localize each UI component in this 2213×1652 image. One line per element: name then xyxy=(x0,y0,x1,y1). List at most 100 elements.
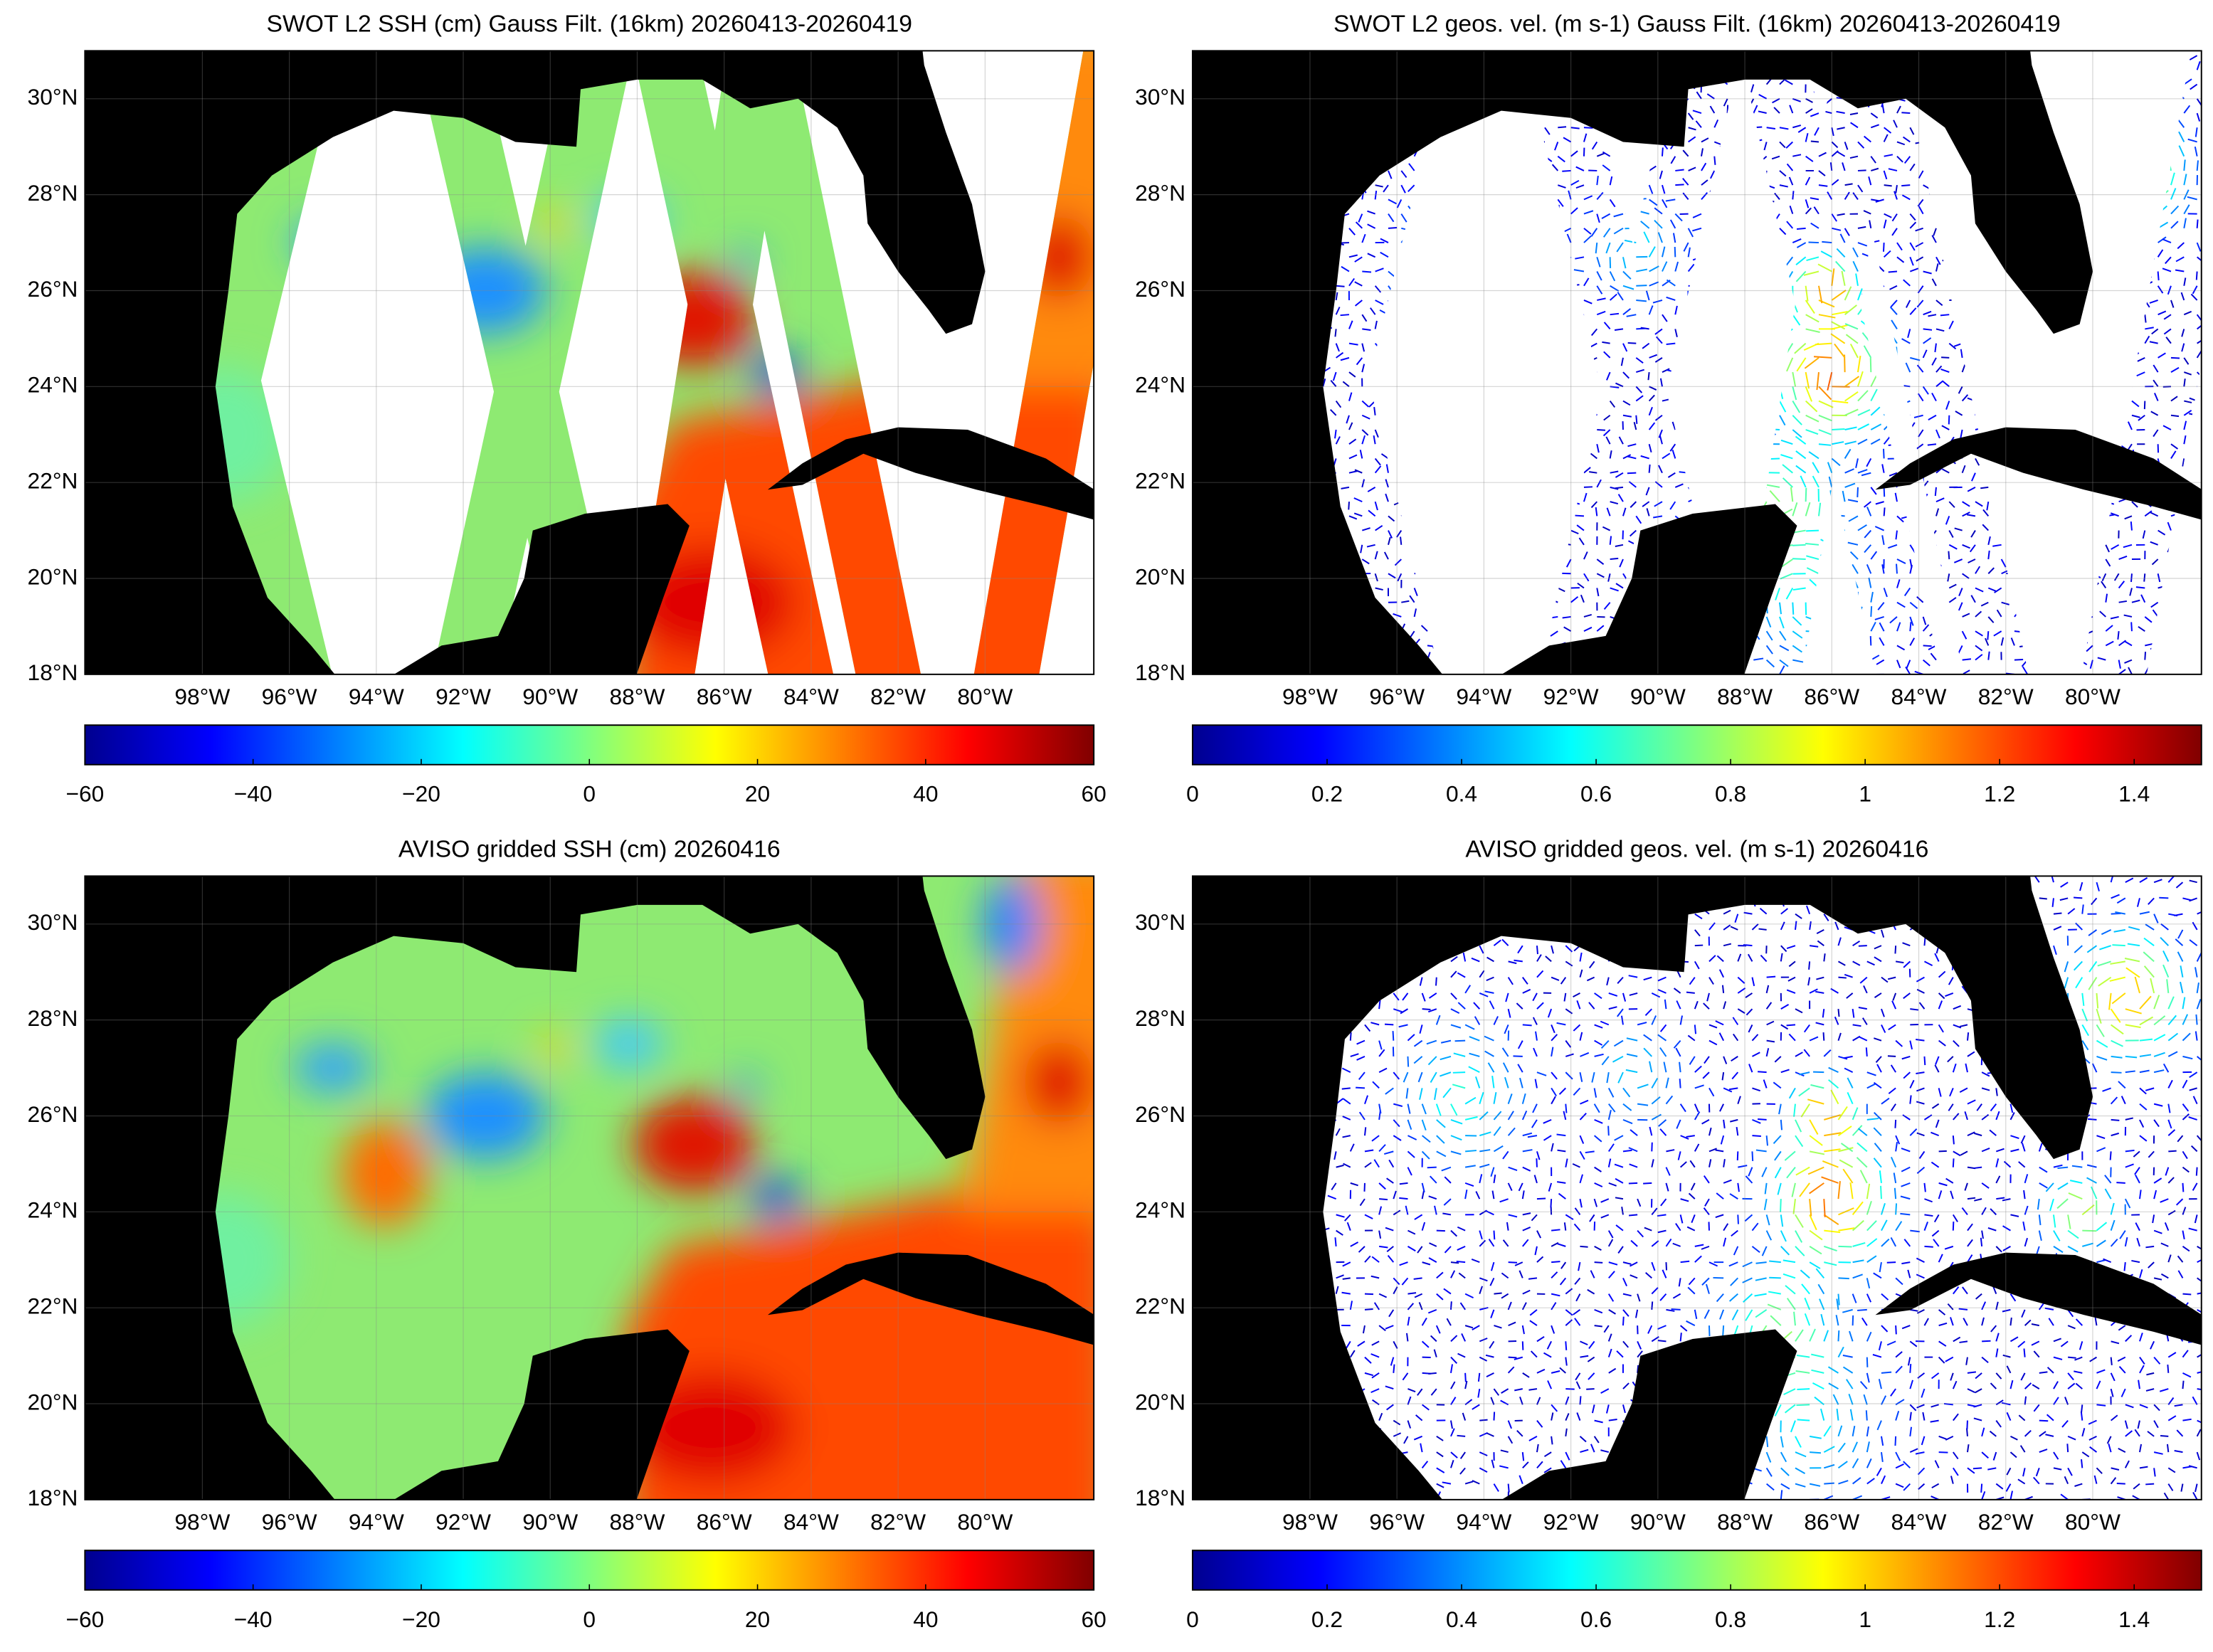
vector xyxy=(1649,1126,1653,1136)
vector xyxy=(1815,342,1832,346)
vector xyxy=(1551,164,1559,171)
land xyxy=(394,504,690,674)
vector xyxy=(1417,1071,1423,1083)
vector xyxy=(2178,131,2185,142)
vector xyxy=(1565,1341,1568,1350)
vector xyxy=(2118,660,2121,669)
vector xyxy=(1961,465,1966,474)
vector xyxy=(1654,501,1663,507)
frame xyxy=(1191,50,2202,675)
vector xyxy=(2183,357,2190,365)
vector xyxy=(1909,242,1916,251)
vector xyxy=(1863,210,1871,215)
vector xyxy=(1987,550,1990,560)
vector xyxy=(1565,960,1573,967)
vector xyxy=(1519,1396,1523,1405)
vector xyxy=(2163,314,2172,320)
vector xyxy=(2135,586,2145,589)
vector xyxy=(1491,1076,1495,1089)
vector xyxy=(1786,163,1794,171)
vector xyxy=(1562,615,1571,619)
vector xyxy=(1669,501,1676,510)
vector xyxy=(1750,84,1755,92)
vector xyxy=(1649,198,1658,206)
vector xyxy=(1594,1182,1603,1187)
vector xyxy=(1658,465,1663,474)
vector xyxy=(1536,1397,1541,1405)
vector xyxy=(1444,1246,1452,1254)
vector xyxy=(1808,451,1819,460)
vector xyxy=(1814,127,1819,136)
vector xyxy=(1792,502,1798,517)
vector xyxy=(1565,1008,1573,1015)
vector xyxy=(1884,154,1894,157)
vector xyxy=(1396,530,1403,538)
vector xyxy=(1622,371,1630,379)
vector xyxy=(1674,246,1676,258)
vector xyxy=(1505,992,1509,1002)
field-blob xyxy=(732,1072,759,1102)
vector xyxy=(1595,507,1598,517)
vector xyxy=(1779,401,1787,413)
vector xyxy=(1560,977,1567,985)
vector xyxy=(1615,583,1624,589)
vector xyxy=(1667,472,1676,478)
vector xyxy=(1532,1103,1538,1113)
vector xyxy=(1805,97,1813,103)
vector xyxy=(1522,988,1531,994)
y-tick-label: 26°N xyxy=(28,276,78,302)
vector xyxy=(1421,1190,1425,1200)
vector xyxy=(1648,443,1652,452)
vector xyxy=(1622,270,1632,280)
vector xyxy=(1372,1081,1380,1089)
vector xyxy=(1930,652,1937,661)
vector xyxy=(1597,297,1606,301)
vector xyxy=(1485,1354,1494,1358)
vector xyxy=(1184,401,1193,404)
vector xyxy=(1421,1340,1430,1348)
vector xyxy=(2022,666,2029,674)
vector xyxy=(1936,674,1943,680)
vector xyxy=(1574,1277,1581,1285)
vector xyxy=(1479,1277,1488,1282)
vector xyxy=(1669,443,1676,452)
vector xyxy=(1479,1286,1483,1294)
vector xyxy=(1962,501,1970,507)
vector xyxy=(2194,147,2198,157)
vector xyxy=(2138,414,2145,421)
vector xyxy=(1792,401,1801,413)
vector xyxy=(1393,1419,1401,1426)
vector xyxy=(1849,343,1859,359)
vector xyxy=(1366,544,1375,548)
vector xyxy=(1573,1087,1581,1096)
vector xyxy=(1628,1182,1638,1185)
vector xyxy=(1622,1293,1632,1297)
vector xyxy=(1635,357,1644,364)
vector xyxy=(2144,616,2153,623)
vector xyxy=(1429,1175,1437,1184)
vector xyxy=(1962,544,1970,549)
vector xyxy=(1608,1367,1617,1374)
vector xyxy=(2086,645,2093,652)
vector xyxy=(1958,602,1963,611)
vector xyxy=(1651,1159,1654,1167)
vector xyxy=(1648,394,1655,402)
vector xyxy=(1385,1227,1394,1232)
vector xyxy=(1575,1372,1581,1381)
vector xyxy=(1602,341,1610,344)
vector xyxy=(1869,220,1872,229)
vector xyxy=(1192,1404,1193,1405)
vector xyxy=(1602,429,1611,437)
vector xyxy=(1931,392,1937,402)
vector xyxy=(1918,206,1924,215)
vector xyxy=(1654,220,1663,229)
vector xyxy=(1407,1150,1415,1158)
vector xyxy=(1551,1293,1560,1297)
vector xyxy=(2101,573,2107,581)
vector xyxy=(1185,151,1193,157)
vector xyxy=(2118,669,2126,674)
vector xyxy=(1590,452,1597,460)
vector xyxy=(1472,1404,1480,1410)
vector xyxy=(1907,329,1911,338)
vector xyxy=(1645,487,1650,496)
